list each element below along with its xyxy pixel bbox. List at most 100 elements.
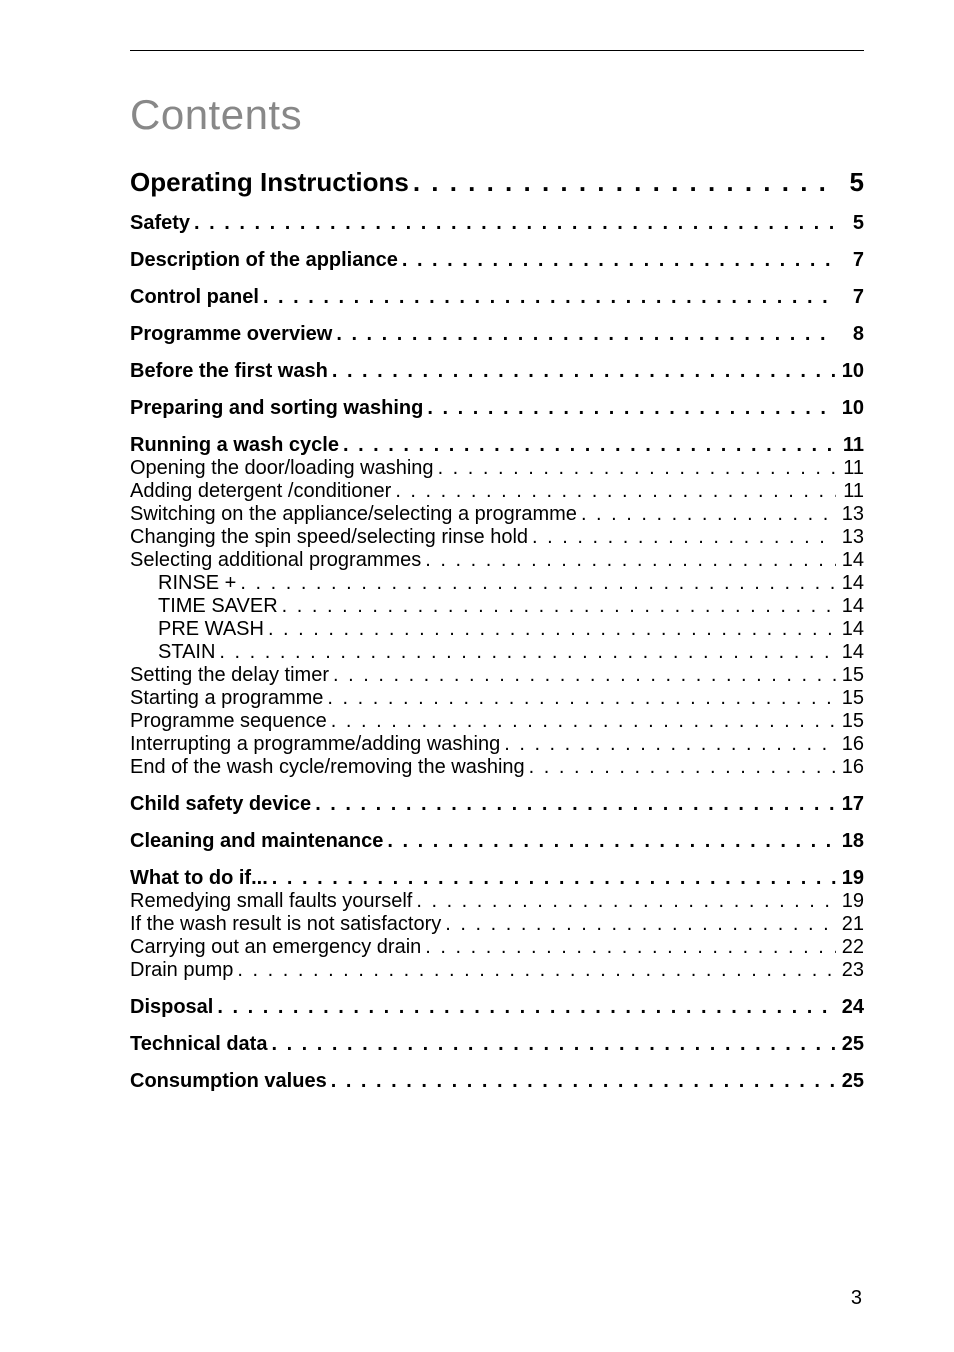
toc-page: 8 xyxy=(840,323,864,346)
toc-label: STAIN xyxy=(158,641,215,664)
toc-page: 24 xyxy=(840,996,864,1019)
toc-dots: . . . . . . . . . . . . . . . . . . . . … xyxy=(327,687,836,710)
toc-label: Consumption values xyxy=(130,1070,327,1093)
toc-page: 22 xyxy=(840,936,864,959)
toc-page: 7 xyxy=(840,249,864,272)
toc-label: Remedying small faults yourself xyxy=(130,890,412,913)
toc-label: Adding detergent /conditioner xyxy=(130,480,391,503)
toc-entry: Selecting additional programmes. . . . .… xyxy=(130,549,864,572)
toc-label: Control panel xyxy=(130,286,259,309)
toc-dots: . . . . . . . . . . . . . . . . . . . . … xyxy=(425,936,836,959)
toc-entry: Adding detergent /conditioner. . . . . .… xyxy=(130,480,864,503)
toc-dots: . . . . . . . . . . . . . . . . . . . . … xyxy=(271,1033,836,1056)
toc-entry: If the wash result is not satisfactory. … xyxy=(130,913,864,936)
toc-entry: Programme sequence. . . . . . . . . . . … xyxy=(130,710,864,733)
toc-label: Drain pump xyxy=(130,959,233,982)
toc-dots: . . . . . . . . . . . . . . . . . . . . … xyxy=(315,793,836,816)
toc-label: Interrupting a programme/adding washing xyxy=(130,733,500,756)
toc-entry: Remedying small faults yourself. . . . .… xyxy=(130,890,864,913)
document-page: Contents Operating Instructions. . . . .… xyxy=(0,0,954,1133)
toc-dots: . . . . . . . . . . . . . . . . . . . . … xyxy=(282,595,836,618)
toc-page: 11 xyxy=(840,434,864,457)
toc-entry: Before the first wash. . . . . . . . . .… xyxy=(130,360,864,383)
toc-dots: . . . . . . . . . . . . . . . . . . . . … xyxy=(427,397,836,420)
toc-entry: Setting the delay timer. . . . . . . . .… xyxy=(130,664,864,687)
toc-page: 7 xyxy=(840,286,864,309)
toc-page: 15 xyxy=(840,687,864,710)
toc-label: Running a wash cycle xyxy=(130,434,339,457)
toc-label: Setting the delay timer xyxy=(130,664,329,687)
toc-page: 25 xyxy=(840,1070,864,1093)
toc-label: Starting a programme xyxy=(130,687,323,710)
toc-entry: Interrupting a programme/adding washing.… xyxy=(130,733,864,756)
toc-entry: Running a wash cycle. . . . . . . . . . … xyxy=(130,434,864,457)
toc-dots: . . . . . . . . . . . . . . . . . . . . … xyxy=(268,618,836,641)
toc-entry: Carrying out an emergency drain. . . . .… xyxy=(130,936,864,959)
toc-label: Before the first wash xyxy=(130,360,328,383)
toc-entry: PRE WASH. . . . . . . . . . . . . . . . … xyxy=(130,618,864,641)
toc-dots: . . . . . . . . . . . . . . . . . . . . … xyxy=(331,710,836,733)
toc-dots: . . . . . . . . . . . . . . . . . . . . … xyxy=(445,913,836,936)
toc-label: Selecting additional programmes xyxy=(130,549,421,572)
toc-dots: . . . . . . . . . . . . . . . . . . . . … xyxy=(413,167,836,198)
table-of-contents: Operating Instructions. . . . . . . . . … xyxy=(130,167,864,1093)
toc-page: 10 xyxy=(840,360,864,383)
toc-entry: What to do if.... . . . . . . . . . . . … xyxy=(130,867,864,890)
page-number: 3 xyxy=(851,1287,862,1310)
toc-dots: . . . . . . . . . . . . . . . . . . . . … xyxy=(217,996,836,1019)
toc-dots: . . . . . . . . . . . . . . . . . . . . … xyxy=(343,434,836,457)
toc-entry: End of the wash cycle/removing the washi… xyxy=(130,756,864,779)
toc-page: 14 xyxy=(840,572,864,595)
toc-entry: Child safety device. . . . . . . . . . .… xyxy=(130,793,864,816)
toc-entry: Control panel. . . . . . . . . . . . . .… xyxy=(130,286,864,309)
toc-label: Opening the door/loading washing xyxy=(130,457,434,480)
toc-page: 13 xyxy=(840,526,864,549)
toc-entry: Consumption values. . . . . . . . . . . … xyxy=(130,1070,864,1093)
toc-dots: . . . . . . . . . . . . . . . . . . . . … xyxy=(194,212,836,235)
toc-label: Carrying out an emergency drain xyxy=(130,936,421,959)
toc-entry: Cleaning and maintenance. . . . . . . . … xyxy=(130,830,864,853)
toc-label: Safety xyxy=(130,212,190,235)
toc-page: 16 xyxy=(840,733,864,756)
toc-entry: Operating Instructions. . . . . . . . . … xyxy=(130,167,864,198)
toc-entry: STAIN. . . . . . . . . . . . . . . . . .… xyxy=(130,641,864,664)
toc-entry: Drain pump. . . . . . . . . . . . . . . … xyxy=(130,959,864,982)
toc-entry: Opening the door/loading washing. . . . … xyxy=(130,457,864,480)
toc-page: 13 xyxy=(840,503,864,526)
toc-dots: . . . . . . . . . . . . . . . . . . . . … xyxy=(402,249,836,272)
toc-entry: Technical data. . . . . . . . . . . . . … xyxy=(130,1033,864,1056)
toc-dots: . . . . . . . . . . . . . . . . . . . . … xyxy=(272,867,836,890)
toc-page: 23 xyxy=(840,959,864,982)
toc-page: 14 xyxy=(840,595,864,618)
toc-dots: . . . . . . . . . . . . . . . . . . . . … xyxy=(336,323,836,346)
toc-label: Disposal xyxy=(130,996,213,1019)
toc-entry: Changing the spin speed/selecting rinse … xyxy=(130,526,864,549)
toc-page: 15 xyxy=(840,664,864,687)
toc-entry: Switching on the appliance/selecting a p… xyxy=(130,503,864,526)
toc-page: 25 xyxy=(840,1033,864,1056)
toc-page: 5 xyxy=(840,212,864,235)
toc-entry: Description of the appliance. . . . . . … xyxy=(130,249,864,272)
toc-label: Switching on the appliance/selecting a p… xyxy=(130,503,577,526)
toc-entry: Starting a programme. . . . . . . . . . … xyxy=(130,687,864,710)
toc-page: 14 xyxy=(840,618,864,641)
toc-dots: . . . . . . . . . . . . . . . . . . . . … xyxy=(416,890,836,913)
toc-label: If the wash result is not satisfactory xyxy=(130,913,441,936)
toc-entry: Programme overview. . . . . . . . . . . … xyxy=(130,323,864,346)
toc-label: What to do if... xyxy=(130,867,268,890)
toc-dots: . . . . . . . . . . . . . . . . . . . . … xyxy=(263,286,836,309)
toc-page: 11 xyxy=(840,457,864,480)
toc-entry: Safety. . . . . . . . . . . . . . . . . … xyxy=(130,212,864,235)
toc-entry: Preparing and sorting washing. . . . . .… xyxy=(130,397,864,420)
toc-page: 16 xyxy=(840,756,864,779)
toc-dots: . . . . . . . . . . . . . . . . . . . . … xyxy=(425,549,836,572)
toc-page: 17 xyxy=(840,793,864,816)
toc-page: 21 xyxy=(840,913,864,936)
toc-dots: . . . . . . . . . . . . . . . . . . . . … xyxy=(332,360,836,383)
toc-dots: . . . . . . . . . . . . . . . . . . . . … xyxy=(237,959,836,982)
toc-dots: . . . . . . . . . . . . . . . . . . . . … xyxy=(581,503,836,526)
toc-label: Description of the appliance xyxy=(130,249,398,272)
toc-label: Technical data xyxy=(130,1033,267,1056)
toc-dots: . . . . . . . . . . . . . . . . . . . . … xyxy=(532,526,836,549)
toc-label: Preparing and sorting washing xyxy=(130,397,423,420)
